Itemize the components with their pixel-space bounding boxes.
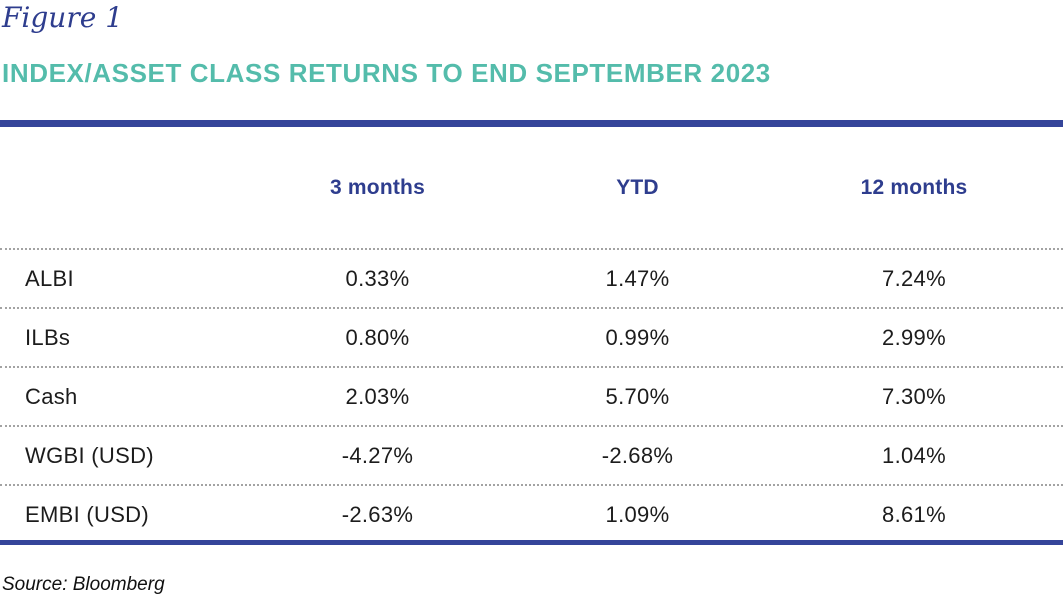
table-row-albi: ALBI 0.33% 1.47% 7.24%	[0, 248, 1063, 307]
table-row-wgbi-usd: WGBI (USD) -4.27% -2.68% 1.04%	[0, 425, 1063, 484]
value-3-months: 2.03%	[345, 383, 410, 409]
value-3-months: -4.27%	[341, 442, 414, 468]
returns-table: 3 months YTD 12 months ALBI 0.33% 1.47% …	[0, 127, 1063, 543]
table-row-embi-usd: EMBI (USD) -2.63% 1.09% 8.61%	[0, 484, 1063, 543]
header-cell-3-months: 3 months	[330, 175, 425, 199]
table-row-cash: Cash 2.03% 5.70% 7.30%	[0, 366, 1063, 425]
row-label: EMBI (USD)	[25, 501, 149, 527]
table-row-ilbs: ILBs 0.80% 0.99% 2.99%	[0, 307, 1063, 366]
row-label: WGBI (USD)	[25, 442, 154, 468]
bottom-divider-rule	[0, 540, 1063, 545]
value-3-months: 0.80%	[345, 324, 410, 350]
source-note: Source: Bloomberg	[2, 574, 165, 595]
value-ytd: 0.99%	[605, 324, 670, 350]
row-label: Cash	[25, 383, 78, 409]
value-12-months: 2.99%	[882, 324, 946, 350]
header-cell-12-months: 12 months	[860, 175, 968, 199]
table-header-row: 3 months YTD 12 months	[0, 127, 1063, 248]
value-ytd: -2.68%	[601, 442, 674, 468]
value-ytd: 1.09%	[605, 501, 670, 527]
value-12-months: 7.24%	[882, 265, 946, 291]
value-12-months: 7.30%	[882, 383, 946, 409]
top-divider-rule	[0, 120, 1063, 127]
row-label: ALBI	[25, 265, 74, 291]
figure-label: Figure 1	[2, 1, 124, 34]
figure-title: INDEX/ASSET CLASS RETURNS TO END SEPTEMB…	[2, 58, 771, 88]
value-12-months: 1.04%	[882, 442, 946, 468]
row-label: ILBs	[25, 324, 71, 350]
value-ytd: 1.47%	[605, 265, 670, 291]
value-ytd: 5.70%	[605, 383, 670, 409]
value-12-months: 8.61%	[882, 501, 946, 527]
value-3-months: 0.33%	[345, 265, 410, 291]
value-3-months: -2.63%	[341, 501, 414, 527]
header-cell-ytd: YTD	[616, 175, 659, 199]
